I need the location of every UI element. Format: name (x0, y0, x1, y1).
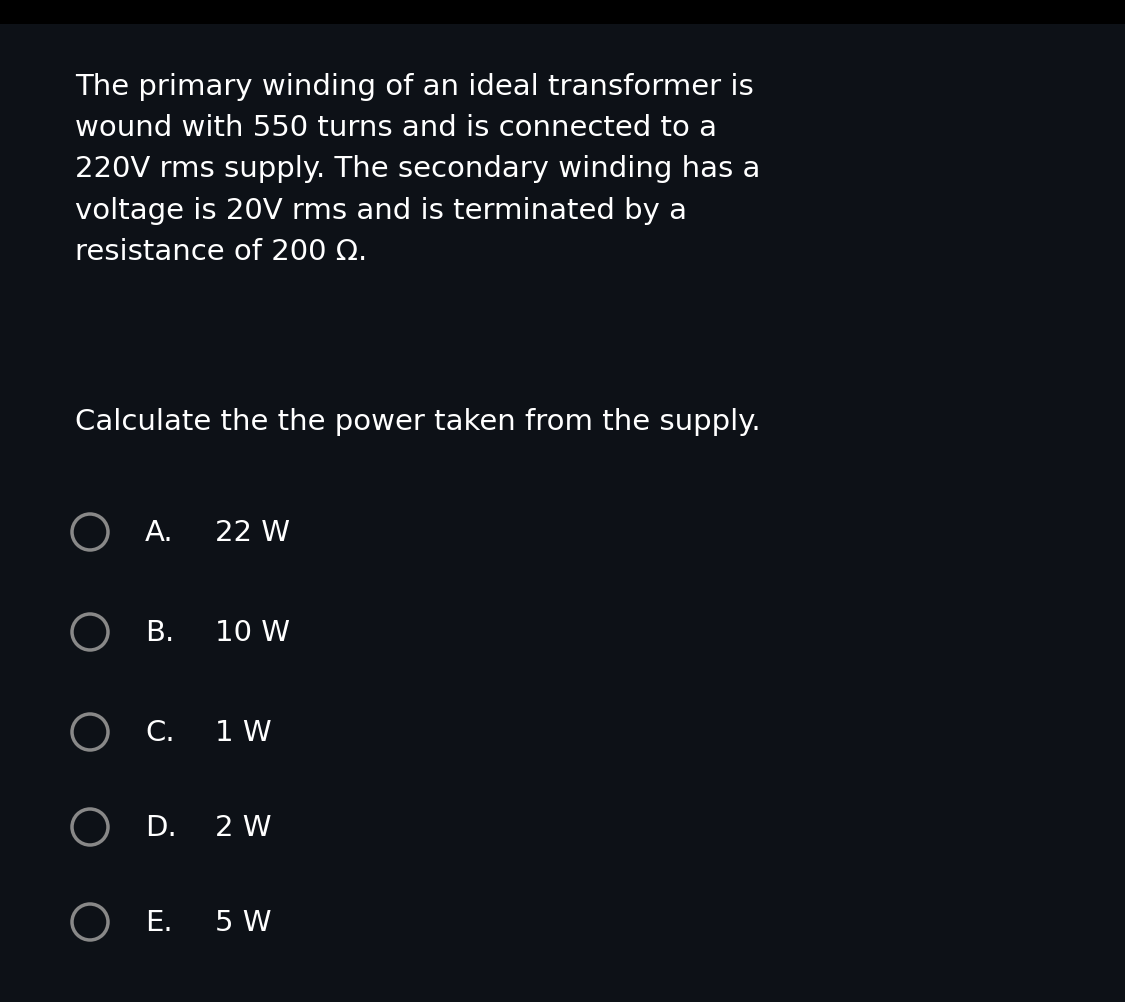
Circle shape (72, 714, 108, 750)
Text: C.: C. (145, 718, 174, 746)
Text: Calculate the the power taken from the supply.: Calculate the the power taken from the s… (75, 408, 760, 436)
Circle shape (72, 614, 108, 650)
Text: 10 W: 10 W (215, 618, 290, 646)
Circle shape (72, 514, 108, 550)
Bar (0, 0, 1125, 25)
Text: 2 W: 2 W (215, 814, 271, 841)
Text: A.: A. (145, 518, 173, 546)
Text: The primary winding of an ideal transformer is
wound with 550 turns and is conne: The primary winding of an ideal transfor… (75, 73, 760, 266)
Text: B.: B. (145, 618, 174, 646)
Text: E.: E. (145, 908, 172, 936)
Text: 1 W: 1 W (215, 718, 271, 746)
Text: D.: D. (145, 814, 177, 841)
Text: 22 W: 22 W (215, 518, 290, 546)
Text: 5 W: 5 W (215, 908, 271, 936)
Circle shape (72, 904, 108, 940)
Circle shape (72, 810, 108, 845)
